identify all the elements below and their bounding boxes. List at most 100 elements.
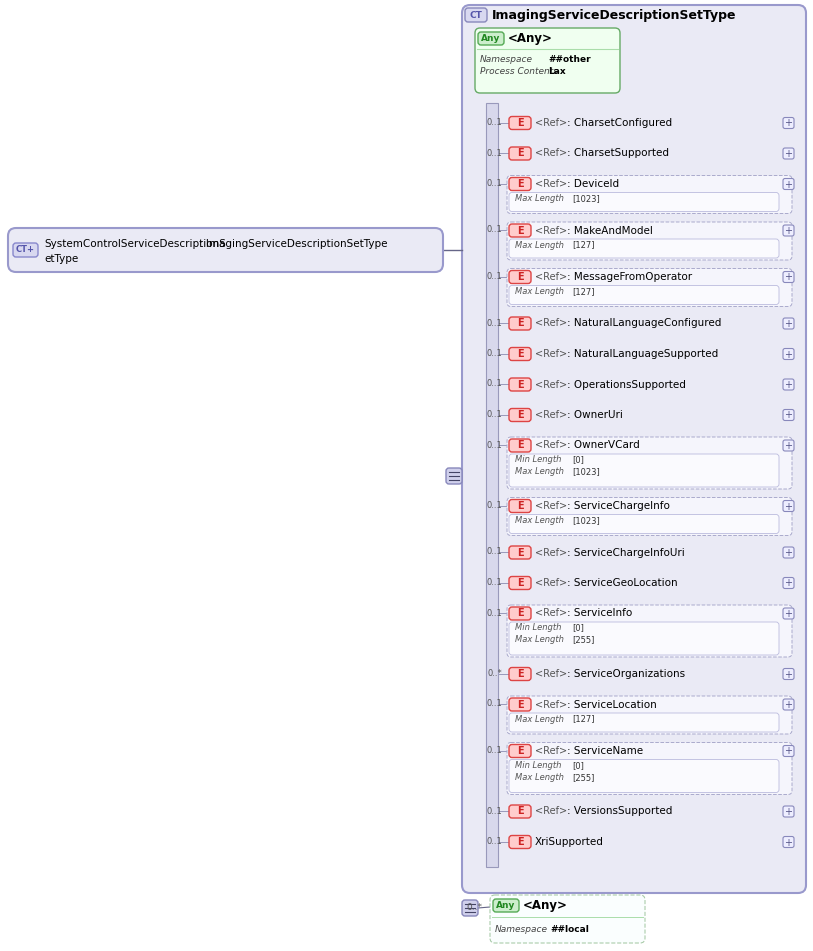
Text: 0..1: 0..1 bbox=[486, 319, 502, 327]
Text: 0..1: 0..1 bbox=[486, 349, 502, 358]
FancyBboxPatch shape bbox=[509, 607, 531, 620]
FancyBboxPatch shape bbox=[509, 378, 531, 391]
Text: E: E bbox=[517, 837, 524, 847]
Text: 0..1: 0..1 bbox=[486, 501, 502, 510]
Text: 0..1: 0..1 bbox=[486, 272, 502, 281]
Text: : OwnerUri: : OwnerUri bbox=[567, 410, 623, 420]
Text: : MakeAndModel: : MakeAndModel bbox=[567, 225, 653, 236]
Text: +: + bbox=[785, 119, 793, 128]
FancyBboxPatch shape bbox=[509, 836, 531, 848]
Text: E: E bbox=[517, 272, 524, 282]
Text: +: + bbox=[785, 180, 793, 189]
Text: E: E bbox=[517, 700, 524, 709]
Text: <Ref>: <Ref> bbox=[535, 379, 567, 390]
Text: <Ref>: <Ref> bbox=[535, 806, 567, 817]
Text: Any: Any bbox=[496, 901, 515, 910]
FancyBboxPatch shape bbox=[783, 699, 794, 710]
Text: XriSupported: XriSupported bbox=[535, 837, 604, 847]
Text: +: + bbox=[785, 807, 793, 817]
Text: [127]: [127] bbox=[572, 287, 594, 296]
FancyBboxPatch shape bbox=[462, 900, 478, 916]
FancyBboxPatch shape bbox=[475, 28, 620, 93]
Text: <Ref>: <Ref> bbox=[535, 440, 567, 451]
Text: [255]: [255] bbox=[572, 773, 594, 782]
Text: <Ref>: <Ref> bbox=[535, 669, 567, 679]
Text: +: + bbox=[785, 609, 793, 619]
Text: : MessageFromOperator: : MessageFromOperator bbox=[567, 272, 692, 282]
Text: : VersionsSupported: : VersionsSupported bbox=[567, 806, 672, 817]
FancyBboxPatch shape bbox=[507, 437, 792, 489]
FancyBboxPatch shape bbox=[783, 806, 794, 817]
Text: Max Length: Max Length bbox=[515, 635, 564, 645]
FancyBboxPatch shape bbox=[509, 668, 531, 681]
Bar bbox=[486, 103, 498, 867]
Text: +: + bbox=[785, 501, 793, 512]
FancyBboxPatch shape bbox=[509, 224, 531, 237]
FancyBboxPatch shape bbox=[509, 760, 779, 792]
Text: 0..1: 0..1 bbox=[486, 379, 502, 389]
Text: <Ref>: <Ref> bbox=[535, 349, 567, 359]
Text: +: + bbox=[785, 319, 793, 329]
FancyBboxPatch shape bbox=[509, 147, 531, 160]
Text: E: E bbox=[517, 806, 524, 817]
FancyBboxPatch shape bbox=[783, 148, 794, 159]
FancyBboxPatch shape bbox=[462, 5, 806, 893]
Text: Max Length: Max Length bbox=[515, 241, 564, 249]
Text: E: E bbox=[517, 609, 524, 618]
Text: : ServiceGeoLocation: : ServiceGeoLocation bbox=[567, 578, 677, 588]
Text: : ImagingServiceDescriptionSetType: : ImagingServiceDescriptionSetType bbox=[199, 239, 388, 249]
Text: 0..1: 0..1 bbox=[486, 225, 502, 235]
Text: +: + bbox=[785, 350, 793, 359]
FancyBboxPatch shape bbox=[509, 270, 531, 283]
Text: E: E bbox=[517, 148, 524, 159]
Text: <Ref>: <Ref> bbox=[535, 578, 567, 588]
Text: : CharsetSupported: : CharsetSupported bbox=[567, 148, 669, 159]
Text: Namespace: Namespace bbox=[480, 54, 533, 64]
Text: E: E bbox=[517, 179, 524, 189]
FancyBboxPatch shape bbox=[783, 746, 794, 756]
Text: ImagingServiceDescriptionSetType: ImagingServiceDescriptionSetType bbox=[492, 9, 737, 22]
Text: : OperationsSupported: : OperationsSupported bbox=[567, 379, 686, 390]
Text: <Ref>: <Ref> bbox=[535, 746, 567, 756]
Text: 0..1: 0..1 bbox=[486, 609, 502, 617]
Text: <Ref>: <Ref> bbox=[535, 700, 567, 709]
FancyBboxPatch shape bbox=[509, 117, 531, 129]
FancyBboxPatch shape bbox=[509, 239, 779, 258]
Text: E: E bbox=[517, 746, 524, 756]
Text: <Ref>: <Ref> bbox=[535, 179, 567, 189]
FancyBboxPatch shape bbox=[509, 454, 779, 487]
Text: <Ref>: <Ref> bbox=[535, 609, 567, 618]
FancyBboxPatch shape bbox=[509, 514, 779, 534]
FancyBboxPatch shape bbox=[509, 192, 779, 211]
Text: : NaturalLanguageSupported: : NaturalLanguageSupported bbox=[567, 349, 718, 359]
Text: Max Length: Max Length bbox=[515, 516, 564, 525]
Text: ##other: ##other bbox=[548, 54, 590, 64]
Text: <Any>: <Any> bbox=[508, 32, 553, 45]
FancyBboxPatch shape bbox=[509, 622, 779, 655]
FancyBboxPatch shape bbox=[493, 899, 519, 912]
FancyBboxPatch shape bbox=[783, 318, 794, 329]
Text: 0..1: 0..1 bbox=[486, 179, 502, 188]
FancyBboxPatch shape bbox=[446, 468, 462, 484]
Text: 0..1: 0..1 bbox=[486, 410, 502, 419]
FancyBboxPatch shape bbox=[509, 285, 779, 304]
Text: 0..*: 0..* bbox=[487, 669, 502, 678]
FancyBboxPatch shape bbox=[783, 500, 794, 512]
Text: <Ref>: <Ref> bbox=[535, 148, 567, 159]
Text: <Ref>: <Ref> bbox=[535, 501, 567, 511]
FancyBboxPatch shape bbox=[507, 605, 792, 657]
Text: E: E bbox=[517, 501, 524, 511]
Text: 0..1: 0..1 bbox=[486, 118, 502, 127]
Text: [255]: [255] bbox=[572, 635, 594, 645]
Text: +: + bbox=[785, 441, 793, 451]
Text: : CharsetConfigured: : CharsetConfigured bbox=[567, 118, 672, 128]
Text: [0]: [0] bbox=[572, 761, 584, 770]
FancyBboxPatch shape bbox=[509, 499, 531, 513]
Text: 0..1: 0..1 bbox=[486, 148, 502, 158]
Text: +: + bbox=[785, 838, 793, 847]
FancyBboxPatch shape bbox=[507, 497, 792, 535]
FancyBboxPatch shape bbox=[465, 8, 487, 22]
Text: : ServiceChargeInfo: : ServiceChargeInfo bbox=[567, 501, 670, 511]
Text: ##local: ##local bbox=[550, 924, 589, 934]
Text: : DeviceId: : DeviceId bbox=[567, 179, 620, 189]
